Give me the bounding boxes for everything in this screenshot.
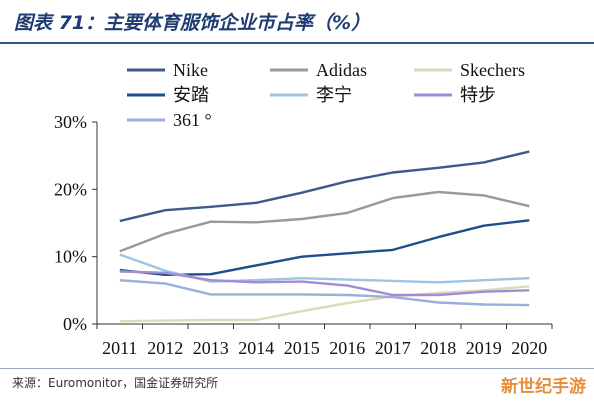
legend-label: Nike	[173, 60, 208, 80]
title-bar: 图表 71：主要体育服饰企业市占率（%）	[0, 0, 594, 44]
legend-label: Skechers	[460, 60, 525, 80]
legend-label: 安踏	[173, 85, 209, 105]
source-note: 来源：Euromonitor，国金证券研究所	[12, 376, 219, 390]
series-line	[119, 270, 530, 297]
y-tick-label: 10%	[54, 247, 87, 267]
x-tick-label: 2016	[329, 338, 365, 358]
x-tick-label: 2019	[466, 338, 502, 358]
y-tick-label: 0%	[63, 314, 87, 334]
series-line	[119, 285, 530, 323]
series-line	[119, 219, 530, 276]
x-tick-label: 2018	[420, 338, 456, 358]
chart-title: 图表 71：主要体育服饰企业市占率（%）	[14, 12, 371, 34]
x-tick-label: 2012	[147, 338, 183, 358]
footer-divider	[0, 368, 594, 369]
legend-label: 特步	[460, 85, 496, 105]
x-tick-label: 2015	[284, 338, 320, 358]
x-tick-label: 2014	[238, 338, 274, 358]
legend-label: 361 °	[173, 110, 212, 130]
y-tick-label: 30%	[54, 112, 87, 132]
y-tick-label: 20%	[54, 179, 87, 199]
watermark-logo: 新世纪手游	[501, 377, 586, 397]
x-tick-label: 2020	[511, 338, 547, 358]
x-tick-label: 2011	[102, 338, 137, 358]
x-tick-label: 2017	[375, 338, 411, 358]
x-tick-label: 2013	[193, 338, 229, 358]
legend-label: Adidas	[316, 60, 367, 80]
chart: 0% 10% 20% 30% 2011 2012 2013 2014 2015 2016 2017 2…	[54, 60, 553, 358]
series-line	[119, 150, 530, 223]
series-line	[119, 279, 530, 307]
series-line	[119, 253, 530, 284]
series-line	[119, 190, 530, 253]
legend-label: 李宁	[316, 85, 352, 105]
